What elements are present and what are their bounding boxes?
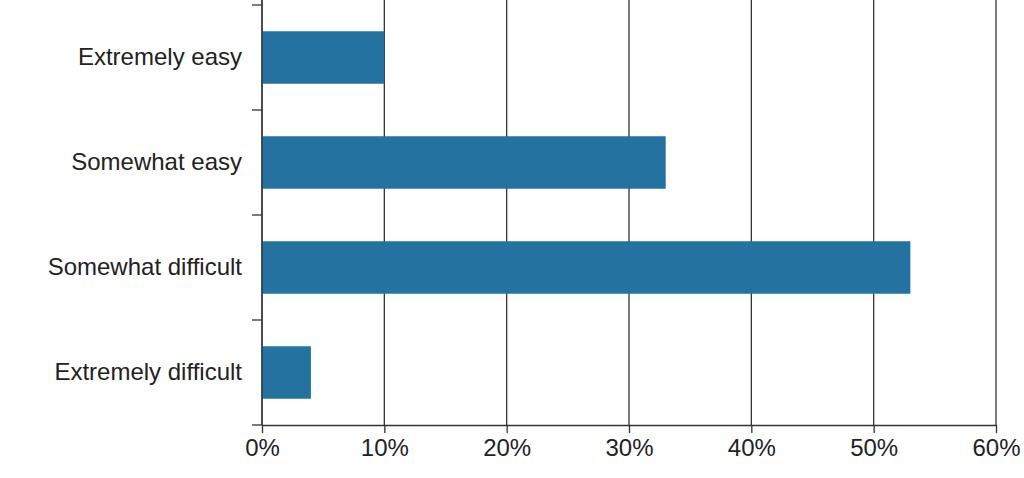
category-separator	[252, 319, 262, 320]
x-tick-mark	[384, 425, 385, 433]
y-tick: Somewhat difficult	[48, 253, 243, 280]
category-separator	[252, 424, 262, 425]
grid-line	[995, 0, 996, 425]
bars	[262, 31, 910, 399]
x-tick: 30%	[605, 425, 653, 461]
bar	[262, 241, 910, 294]
grid-line	[628, 0, 629, 425]
x-tick: 20%	[483, 425, 531, 461]
x-tick-mark	[629, 425, 630, 433]
y-tick-label: Extremely difficult	[54, 358, 242, 385]
bar	[262, 346, 311, 399]
category-separators	[252, 5, 262, 425]
x-axis: 0% 10% 20% 30% 40% 50% 60%	[245, 425, 1020, 461]
x-tick-label: 60%	[972, 434, 1020, 461]
x-tick: 0%	[245, 425, 280, 461]
x-tick: 10%	[361, 425, 409, 461]
x-tick-mark	[262, 425, 263, 433]
y-tick: Somewhat easy	[71, 148, 242, 175]
x-tick-label: 10%	[361, 434, 409, 461]
chart: 0% 10% 20% 30% 40% 50% 60% Extremely easy Somewh…	[0, 0, 1024, 478]
bar	[262, 136, 666, 189]
category-separator	[252, 214, 262, 215]
y-tick-label: Somewhat easy	[71, 148, 242, 175]
x-tick-mark	[507, 425, 508, 433]
x-tick: 40%	[728, 425, 776, 461]
x-tick-label: 0%	[245, 434, 280, 461]
grid	[262, 0, 996, 425]
x-tick-mark	[996, 425, 997, 433]
x-tick-label: 50%	[850, 434, 898, 461]
y-tick: Extremely difficult	[54, 358, 242, 385]
x-tick-label: 40%	[728, 434, 776, 461]
y-axis: Extremely easy Somewhat easy Somewhat diff…	[48, 0, 262, 425]
x-tick: 60%	[972, 425, 1020, 461]
x-tick-mark	[874, 425, 875, 433]
bar	[262, 31, 384, 84]
grid-line	[261, 0, 262, 425]
y-tick-label: Extremely easy	[78, 43, 242, 70]
grid-line	[873, 0, 874, 425]
y-tick-label: Somewhat difficult	[48, 253, 243, 280]
category-separator	[252, 4, 262, 5]
x-tick-label: 20%	[483, 434, 531, 461]
x-tick-label: 30%	[605, 434, 653, 461]
grid-line	[506, 0, 507, 425]
y-tick: Extremely easy	[78, 43, 242, 70]
grid-line	[751, 0, 752, 425]
category-separator	[252, 109, 262, 110]
x-tick: 50%	[850, 425, 898, 461]
y-axis-line	[261, 0, 262, 425]
x-tick-mark	[751, 425, 752, 433]
